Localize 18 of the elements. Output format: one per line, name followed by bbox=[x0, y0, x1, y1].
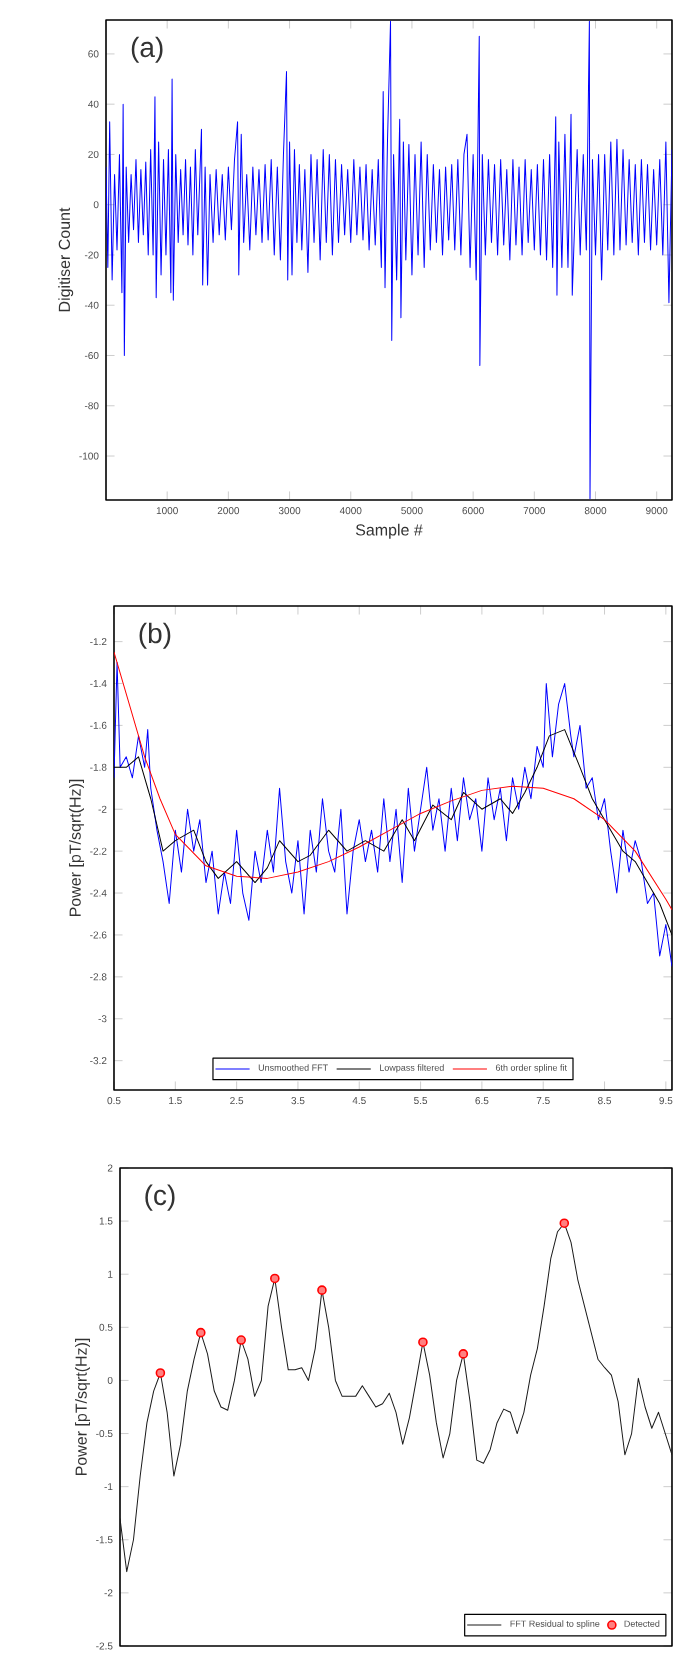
point bbox=[559, 1218, 570, 1229]
y-axis-title: Power [pT/sqrt(Hz)] bbox=[69, 779, 84, 917]
line-series bbox=[114, 651, 672, 911]
point bbox=[418, 1337, 428, 1347]
annotation: (c) bbox=[145, 1184, 175, 1211]
line-series bbox=[106, 20, 672, 500]
x-axis-title: Sample # bbox=[355, 523, 423, 539]
annotation: (a) bbox=[131, 36, 163, 63]
point bbox=[236, 1335, 246, 1345]
point bbox=[270, 1273, 280, 1284]
y-axis-title: Power [pT/sqrt(Hz)] bbox=[75, 1338, 90, 1476]
point bbox=[317, 1285, 327, 1295]
annotation: (b) bbox=[139, 622, 171, 649]
line-series bbox=[114, 662, 672, 967]
point bbox=[195, 1327, 206, 1338]
point bbox=[458, 1349, 469, 1359]
point bbox=[155, 1368, 166, 1378]
y-axis-title: Digitiser Count bbox=[58, 207, 74, 312]
